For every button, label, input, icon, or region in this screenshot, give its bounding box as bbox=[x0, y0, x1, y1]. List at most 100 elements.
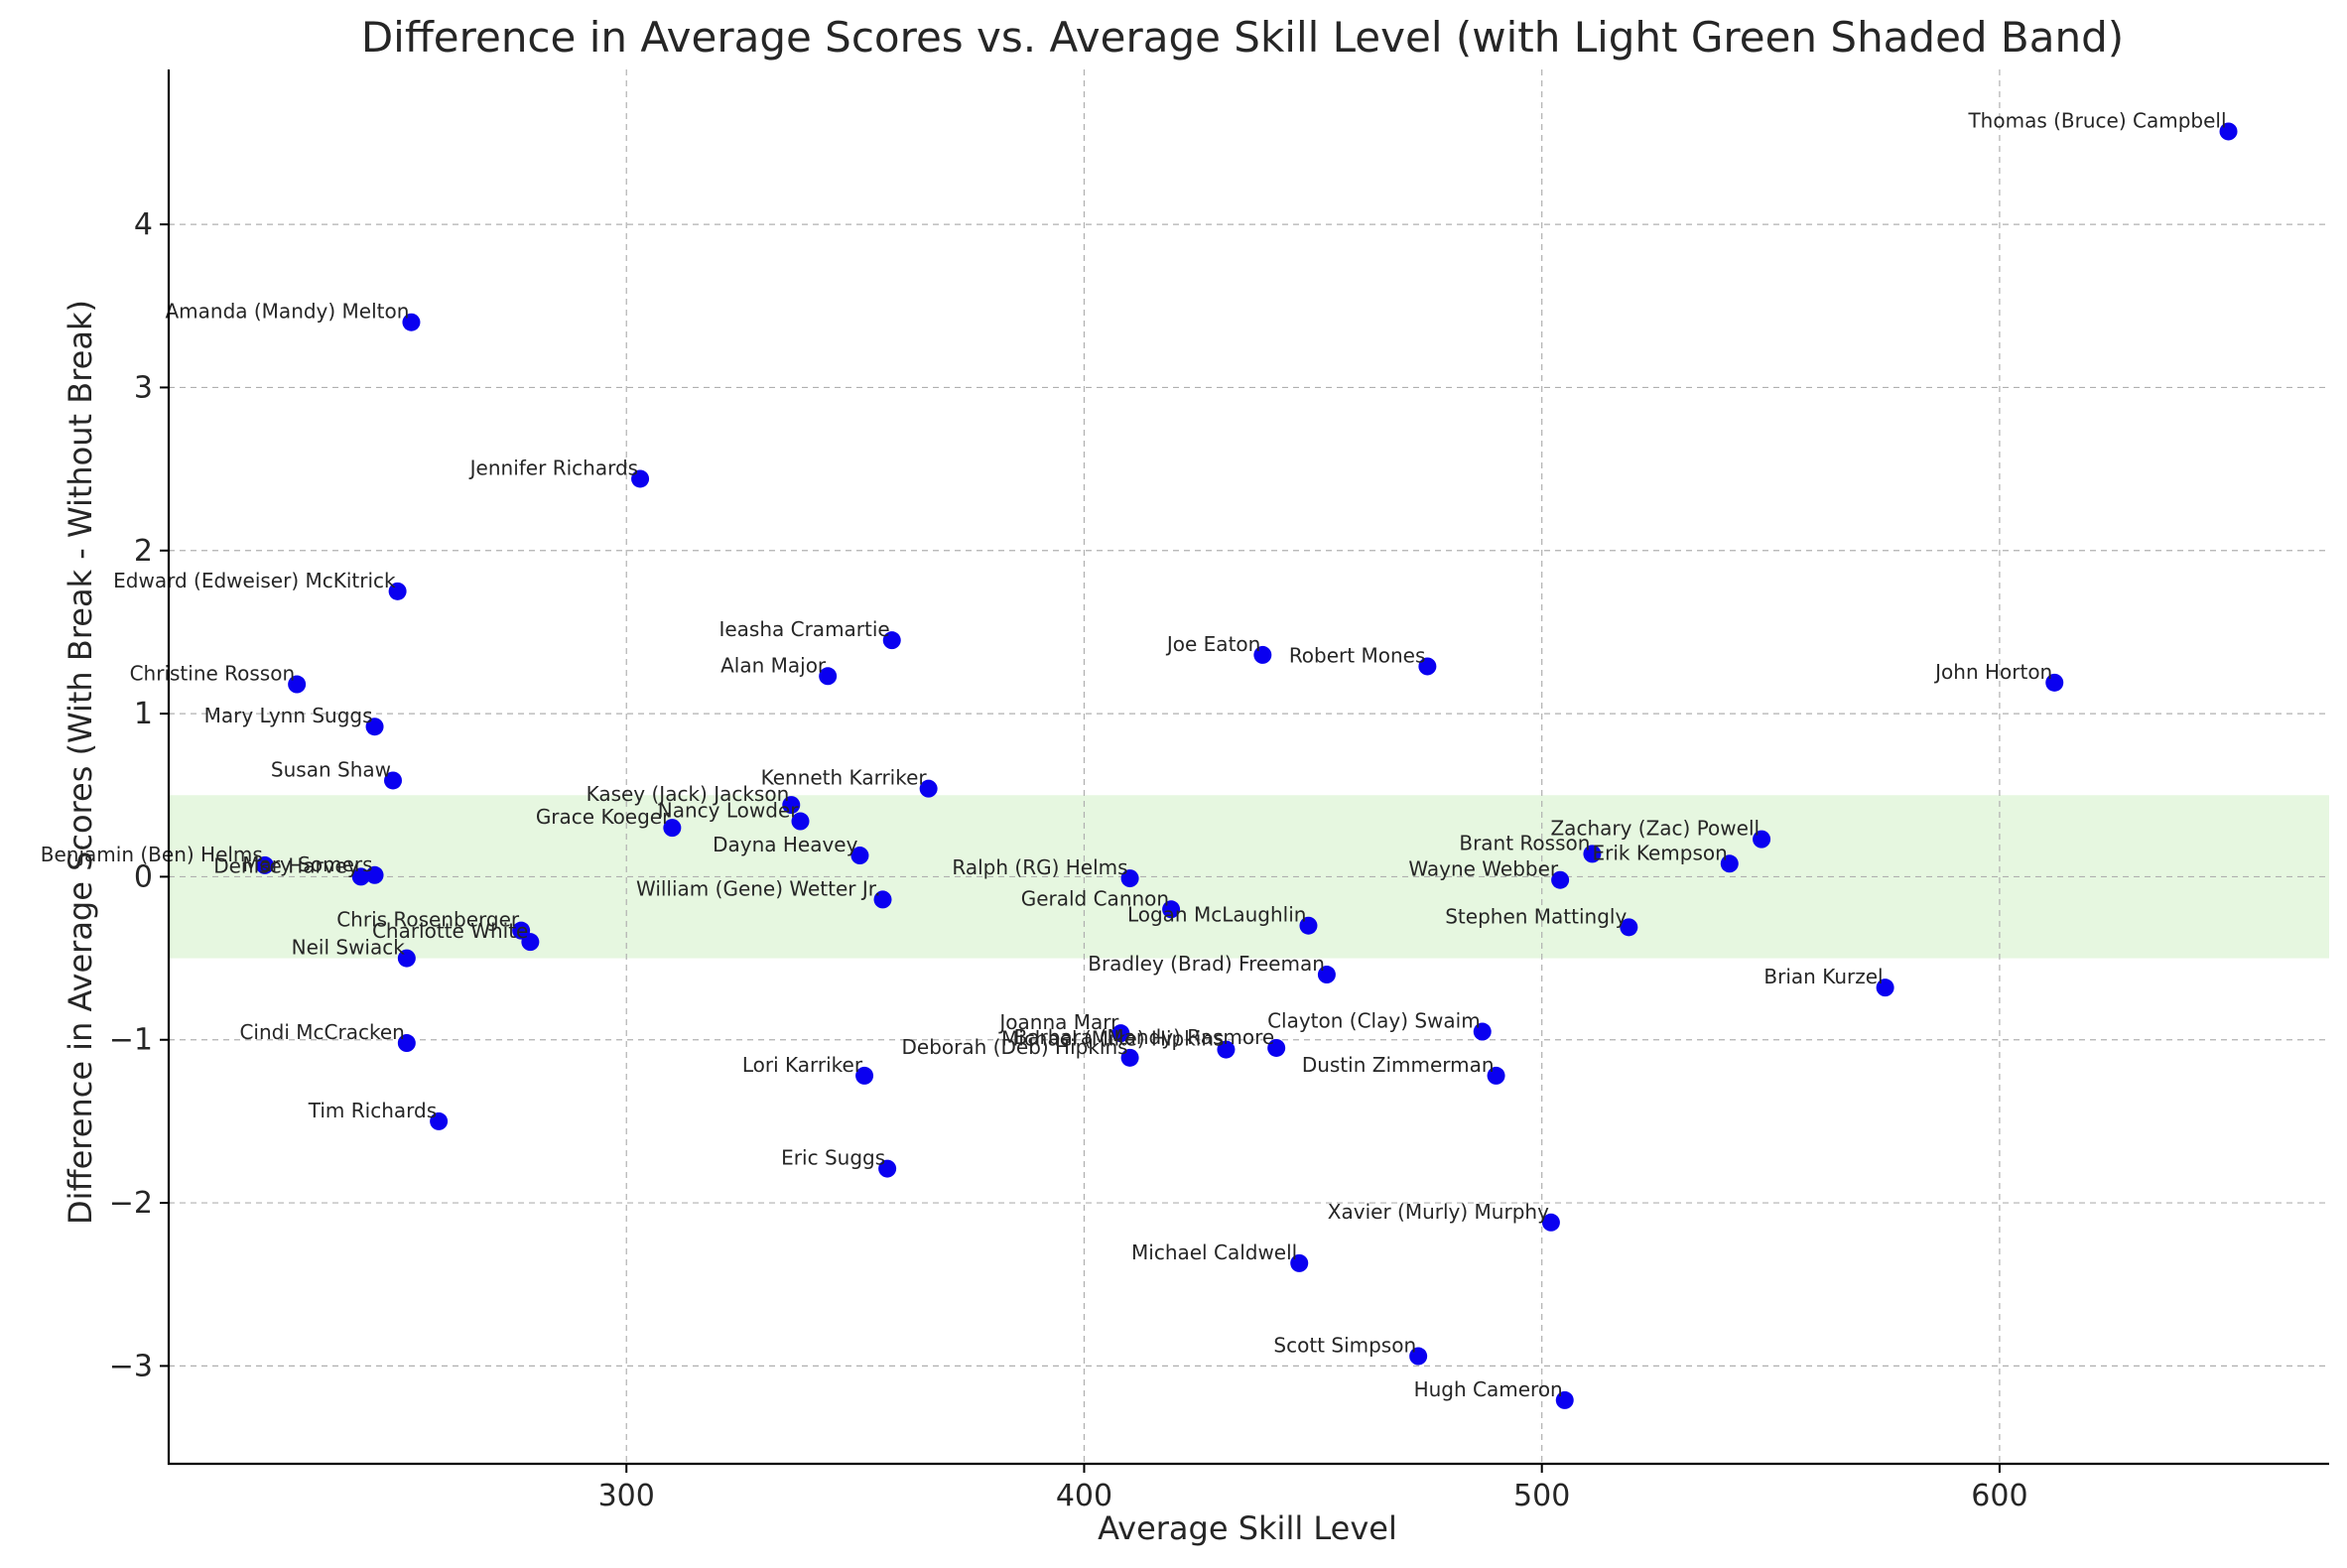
point-label: Clayton (Clay) Swaim bbox=[1267, 1009, 1481, 1033]
point-label: Hugh Cameron bbox=[1414, 1377, 1563, 1401]
point-label: Erik Kempson bbox=[1592, 841, 1727, 864]
data-point bbox=[1583, 845, 1602, 863]
y-tick-label: 3 bbox=[134, 370, 153, 405]
point-label: John Horton bbox=[1933, 660, 2052, 684]
point-label: Denise Harvey bbox=[213, 853, 359, 877]
point-label: Dustin Zimmerman bbox=[1302, 1053, 1495, 1077]
data-point bbox=[1876, 979, 1894, 997]
data-point bbox=[882, 631, 901, 650]
point-label: Edward (Edweiser) McKitrick bbox=[113, 569, 396, 592]
data-points bbox=[255, 122, 2238, 1409]
data-point bbox=[1473, 1022, 1492, 1041]
x-tick-label: 600 bbox=[1971, 1479, 2027, 1513]
data-point bbox=[1418, 657, 1437, 676]
data-point bbox=[2219, 122, 2238, 141]
data-point bbox=[791, 812, 810, 831]
point-label: Ieasha Cramartie bbox=[718, 617, 889, 641]
point-label: Michael Caldwell bbox=[1131, 1241, 1297, 1264]
point-label: Chris Rosenberger bbox=[336, 908, 520, 932]
point-label: Robert Mones bbox=[1289, 643, 1426, 667]
y-tick-label: −2 bbox=[109, 1186, 153, 1221]
data-point bbox=[782, 796, 801, 815]
point-label: Michael (Mike) Hipkins bbox=[1001, 1027, 1224, 1051]
data-point bbox=[878, 1159, 897, 1178]
point-label: Brian Kurzel bbox=[1763, 965, 1883, 988]
point-label: Eric Suggs bbox=[781, 1146, 885, 1170]
data-point bbox=[855, 1066, 874, 1085]
point-label: Zachary (Zac) Powell bbox=[1550, 817, 1760, 841]
data-point bbox=[255, 855, 274, 874]
point-label: Lori Karriker bbox=[742, 1053, 863, 1077]
point-label: Dayna Heavey bbox=[713, 833, 858, 856]
data-point bbox=[397, 1034, 416, 1053]
data-point bbox=[1753, 830, 1771, 849]
point-label: Brant Rosson bbox=[1459, 831, 1590, 854]
point-label: Christine Rosson bbox=[130, 662, 296, 686]
data-point bbox=[1487, 1066, 1505, 1085]
data-point bbox=[1162, 900, 1181, 919]
data-point bbox=[351, 867, 370, 886]
data-point bbox=[1541, 1213, 1560, 1232]
data-point bbox=[1120, 1048, 1139, 1067]
point-label: Amanda (Mandy) Melton bbox=[165, 300, 409, 324]
point-label: Susan Shaw bbox=[271, 757, 391, 781]
data-point bbox=[919, 779, 938, 798]
data-point bbox=[1299, 916, 1318, 935]
point-label: Joanna Marr bbox=[997, 1010, 1119, 1034]
point-label: Mary Somers bbox=[242, 852, 372, 876]
data-point bbox=[521, 933, 540, 952]
data-point bbox=[388, 582, 407, 600]
point-label: Grace Koeger bbox=[536, 805, 671, 829]
data-point bbox=[1551, 870, 1570, 889]
point-label: Gerald Cannon bbox=[1021, 886, 1169, 910]
data-point bbox=[1217, 1040, 1236, 1059]
point-label: Nancy Lowder bbox=[658, 799, 799, 823]
chart-title: Difference in Average Scores vs. Average… bbox=[361, 13, 2124, 62]
data-point bbox=[430, 1111, 449, 1130]
point-label: Alan Major bbox=[720, 653, 827, 677]
data-point bbox=[631, 469, 650, 488]
point-label: Jennifer Richards bbox=[468, 456, 638, 479]
axes-spines bbox=[167, 69, 2329, 1466]
y-tick-label: −1 bbox=[109, 1023, 153, 1058]
point-label: Neil Swiack bbox=[292, 936, 406, 960]
point-label: Mary Lynn Suggs bbox=[204, 704, 373, 727]
data-point bbox=[384, 771, 403, 790]
data-point bbox=[288, 675, 307, 694]
data-point bbox=[1111, 1024, 1130, 1043]
y-axis-label: Difference in Average Scores (With Break… bbox=[62, 300, 99, 1225]
point-label: Ralph (RG) Helms bbox=[952, 855, 1127, 879]
data-point bbox=[819, 667, 838, 686]
point-label: Deborah (Deb) Hipkins bbox=[902, 1035, 1128, 1059]
data-point bbox=[1620, 918, 1638, 937]
data-point bbox=[365, 865, 384, 884]
point-label: Barbara (Mandy) Rasmore bbox=[1014, 1025, 1275, 1049]
point-label: Xavier (Murly) Murphy bbox=[1328, 1200, 1549, 1224]
point-label: Stephen Mattingly bbox=[1445, 904, 1627, 928]
y-tick-label: 2 bbox=[134, 534, 153, 569]
data-point bbox=[873, 890, 892, 909]
y-tick-label: 0 bbox=[134, 859, 153, 894]
point-label: Joe Eaton bbox=[1165, 632, 1260, 656]
data-point bbox=[663, 819, 682, 838]
data-point bbox=[1555, 1390, 1574, 1409]
data-point bbox=[402, 313, 421, 331]
data-point bbox=[1253, 645, 1272, 664]
point-label: Kasey (Jack) Jackson bbox=[587, 782, 790, 806]
data-point bbox=[1290, 1253, 1309, 1272]
data-point bbox=[397, 949, 416, 968]
x-tick-label: 400 bbox=[1056, 1479, 1112, 1513]
point-label: Kenneth Karriker bbox=[761, 766, 928, 790]
point-label: Tim Richards bbox=[308, 1099, 437, 1122]
data-point bbox=[850, 847, 869, 865]
point-label: Wayne Webber bbox=[1408, 857, 1559, 881]
x-tick-label: 500 bbox=[1513, 1479, 1570, 1513]
point-labels: Thomas (Bruce) Campbell Amanda (Mandy) Me… bbox=[41, 108, 2227, 1400]
data-point bbox=[365, 718, 384, 736]
y-tick-label: 1 bbox=[134, 697, 153, 731]
point-label: Logan McLaughlin bbox=[1127, 903, 1307, 927]
point-label: Charlotte White bbox=[372, 919, 528, 943]
data-point bbox=[1720, 854, 1739, 873]
y-tick-label: 4 bbox=[134, 207, 153, 242]
